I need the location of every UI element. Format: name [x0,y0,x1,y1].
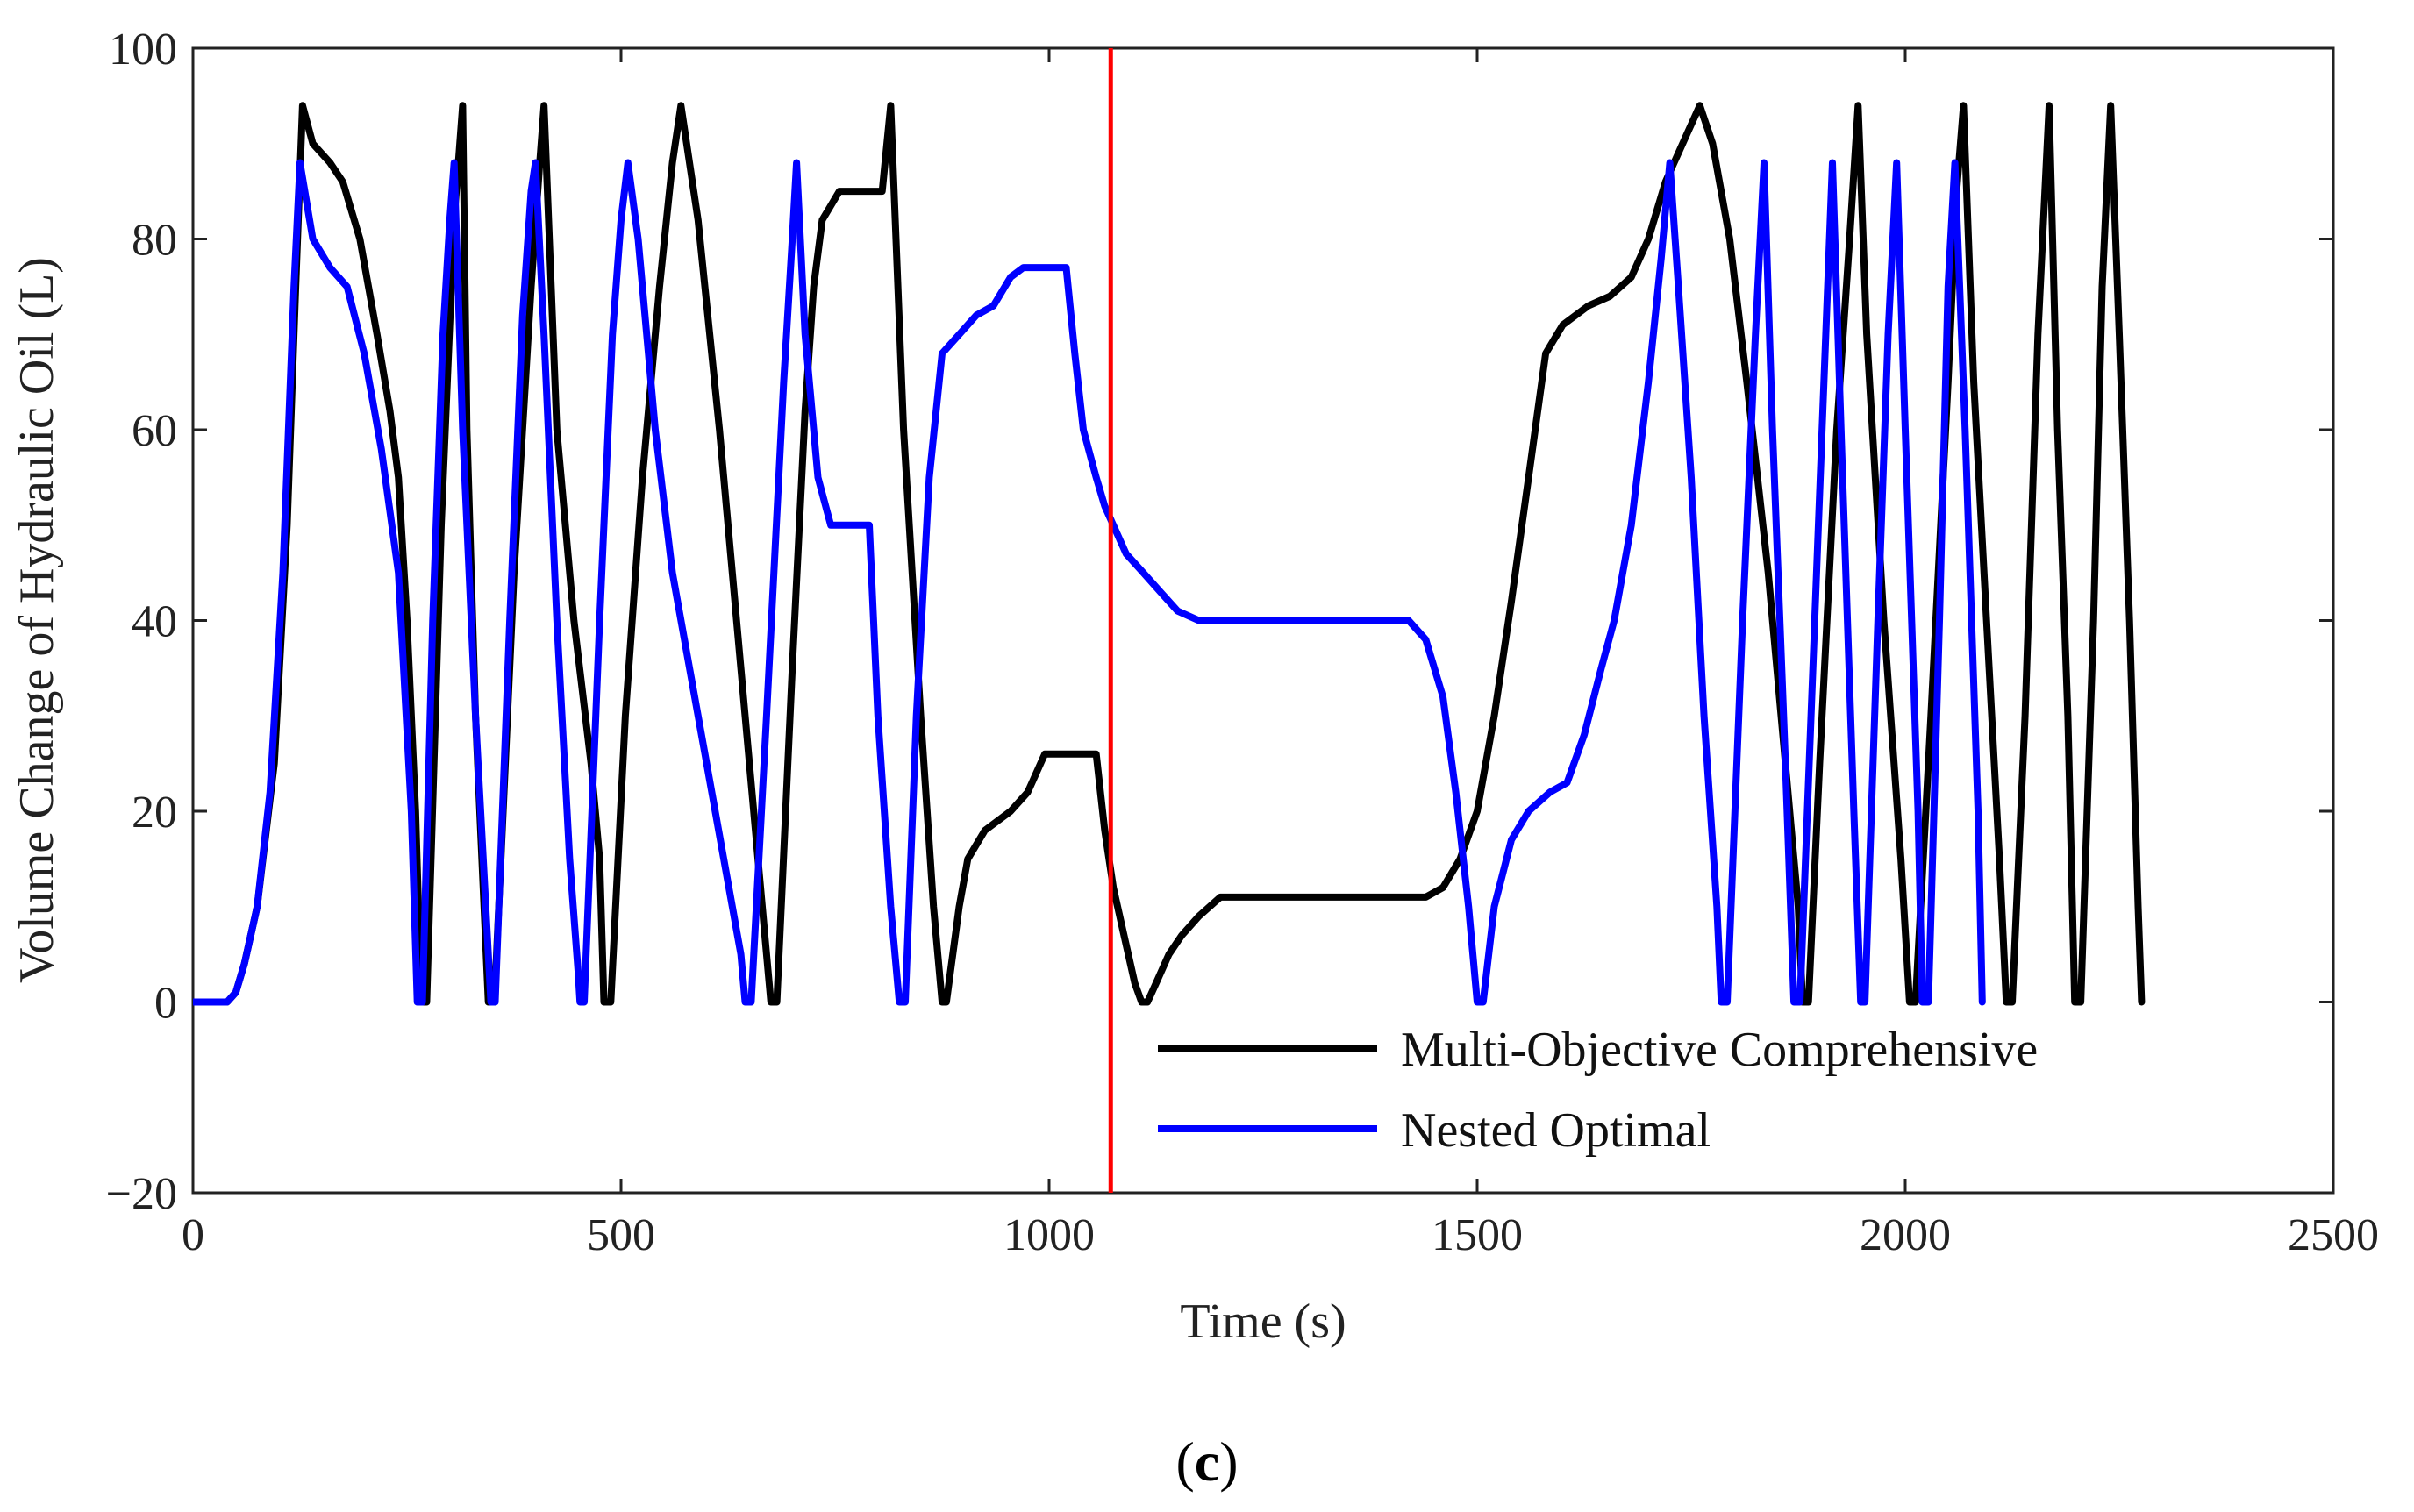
series-layer [193,102,2146,1006]
series-line-multi-objective-comprehensive [193,102,2146,1006]
y-tick-label: 60 [132,406,177,456]
y-tick-label: 20 [132,788,177,838]
y-tick-label: 40 [132,597,177,647]
y-tick-label: −20 [106,1169,177,1219]
x-tick-label: 1000 [1003,1210,1095,1260]
legend: Multi-Objective Comprehensive Nested Opt… [1158,1023,2038,1158]
x-tick-label: 0 [182,1210,204,1260]
x-tick-label: 500 [587,1210,655,1260]
series-line-nested-optimal [193,159,1986,1006]
caption-close-paren: ) [1219,1430,1238,1493]
x-axis-title: Time (s) [1180,1294,1346,1349]
caption-open-paren: ( [1175,1430,1194,1493]
figure-caption: (c) [1175,1430,1238,1493]
caption-letter: c [1195,1430,1219,1493]
x-tick-label: 1500 [1432,1210,1523,1260]
y-tick-label: 100 [109,25,177,75]
legend-label-nested-optimal: Nested Optimal [1401,1103,1711,1158]
x-tick-label: 2500 [2288,1210,2379,1260]
legend-label-multi-objective: Multi-Objective Comprehensive [1401,1023,2038,1077]
y-axis-title: Volume Change of Hydraulic Oil (L) [10,257,64,983]
y-tick-label: 0 [154,979,177,1029]
x-tick-label: 2000 [1860,1210,1951,1260]
y-tick-label: 80 [132,216,177,266]
